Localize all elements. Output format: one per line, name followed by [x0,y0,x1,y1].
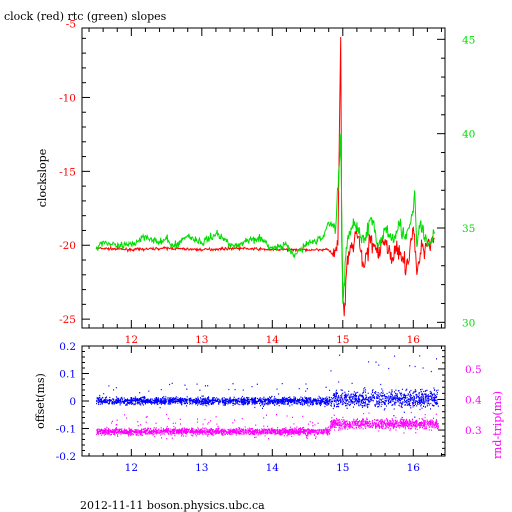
rndtrip-points [96,398,439,440]
slope-x-tick-label: 12 [125,334,138,346]
offset-x-tick-label: 15 [336,462,349,474]
rndtrip-y-tick-label: 0.5 [465,364,482,376]
offset-y-tick-label: 0 [69,396,76,408]
rndtrip-y-tick-label: 0.3 [465,425,482,437]
rndtrip-y-axis-label: rnd-trip(ms) [491,391,504,459]
slope-x-tick-label: 14 [266,334,280,346]
offset-x-tick-label: 16 [407,462,421,474]
rndtrip-y-tick-label: 0.4 [465,394,482,406]
slope-y-tick-label: -10 [59,92,76,104]
offset-plot: 12 13 14 15 16 -0.2 -0.1 0 0.1 0.2 0.3 0.4 0.5 [56,341,482,474]
slope-plot-frame [81,27,446,329]
offset-x-tick-label: 14 [266,462,280,474]
slope-plot: 12 13 14 15 16 -25 -20 -15 -10 -5 30 35 40 45 [59,19,475,346]
slope-y2-tick-label: 35 [462,223,475,235]
slope-x-tick-label: 15 [336,334,349,346]
slope-y-tick-label: -20 [59,240,76,252]
clock-slope-line [95,36,435,317]
offset-y-tick-label: -0.1 [56,424,76,436]
chart-title: clock (red) rtc (green) slopes [4,10,167,23]
slope-x-tick-label: 16 [407,334,421,346]
slope-y2-tick-label: 40 [462,129,475,141]
slope-y-tick-label: -25 [59,314,76,326]
offset-x-tick-label: 12 [125,462,138,474]
rtc-slope-line [95,133,435,304]
footer-caption: 2012-11-11 boson.physics.ubc.ca [80,499,265,512]
offset-y-tick-label: 0.2 [59,341,76,353]
slope-y2-tick-label: 30 [462,317,475,329]
slope-y-tick-label: -5 [66,19,76,31]
offset-x-tick-label: 13 [195,462,208,474]
offset-y-tick-label: 0.1 [59,369,76,381]
offset-y-tick-label: -0.2 [56,451,76,463]
slope-y2-tick-label: 45 [462,34,475,46]
slope-x-tick-label: 13 [195,334,208,346]
offset-y-axis-label: offset(ms) [34,373,47,429]
offset-points [96,354,439,419]
slope-y-axis-label: clockslope [36,149,49,207]
slope-y-tick-label: -15 [59,166,76,178]
